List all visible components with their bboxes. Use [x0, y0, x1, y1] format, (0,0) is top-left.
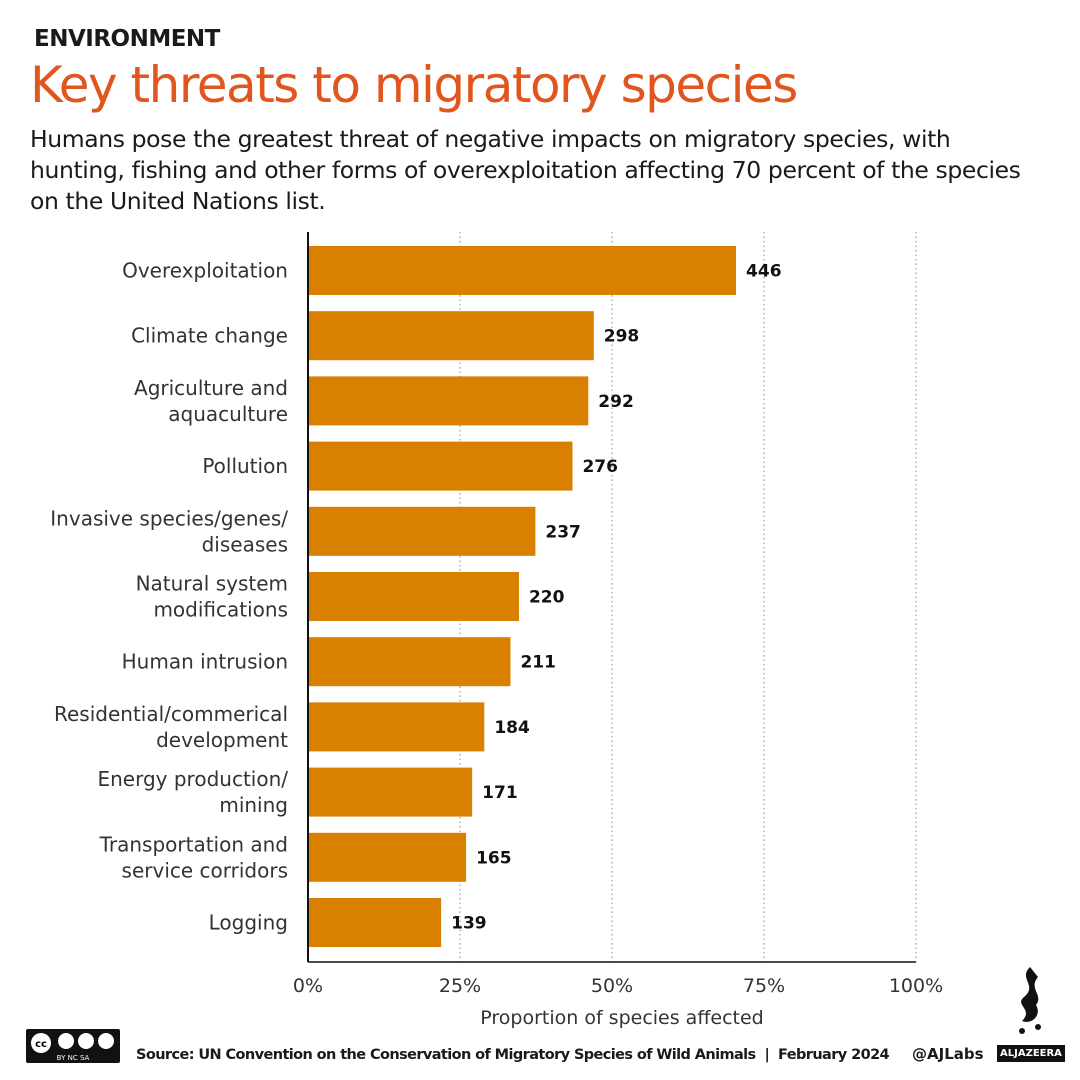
- chart-title: Key threats to migratory species: [30, 56, 798, 114]
- bar: [308, 637, 511, 687]
- bar: [308, 832, 467, 882]
- data-label: 165: [476, 848, 512, 868]
- x-axis-title: Proportion of species affected: [480, 1007, 764, 1029]
- category-label: Residential/commerical development: [54, 702, 288, 752]
- bar: [308, 311, 594, 361]
- category-label: Invasive species/genes/diseases: [50, 506, 288, 556]
- data-label: 171: [482, 783, 518, 803]
- bar-chart: 0% 25% 50% 75% 100% 446 Overexploitation 298 Cli…: [50, 232, 943, 1029]
- svg-text:cc: cc: [35, 1039, 47, 1050]
- svg-text:BY NC SA: BY NC SA: [57, 1054, 90, 1062]
- kicker: ENVIRONMENT: [34, 26, 220, 52]
- category-label: Pollution: [202, 454, 288, 478]
- x-tick-label: 75%: [743, 975, 785, 997]
- data-label: 139: [451, 914, 487, 934]
- source-note: Source: UN Convention on the Conservatio…: [136, 1047, 890, 1063]
- x-tick-label: 0%: [293, 975, 323, 997]
- x-tick-label: 25%: [439, 975, 481, 997]
- bar: [308, 702, 485, 752]
- data-label: 184: [494, 718, 530, 738]
- bar: [308, 898, 442, 947]
- data-label: 298: [604, 327, 640, 347]
- data-label: 220: [529, 588, 565, 608]
- category-label: Agriculture and aquaculture: [134, 376, 288, 426]
- aljazeera-logo-icon: [1019, 967, 1041, 1034]
- category-label: Energy production/mining: [97, 767, 288, 817]
- data-label: 211: [520, 653, 556, 673]
- data-label: 446: [746, 262, 782, 282]
- category-label: Climate change: [131, 324, 288, 348]
- category-label: Natural system modifications: [136, 572, 288, 622]
- chart-subtitle: Humans pose the greatest threat of negat…: [30, 125, 1021, 215]
- bar: [308, 441, 573, 491]
- aj-labs-handle: @AJLabs: [912, 1045, 984, 1063]
- creative-commons-badge: cc BY NC SA: [26, 1029, 120, 1063]
- x-tick-label: 100%: [889, 975, 943, 997]
- category-label: Overexploitation: [122, 259, 288, 283]
- bar: [308, 506, 536, 556]
- bar: [308, 767, 473, 817]
- data-label: 276: [582, 457, 618, 477]
- x-tick-label: 50%: [591, 975, 633, 997]
- bar: [308, 246, 737, 295]
- data-label: 237: [545, 522, 581, 542]
- bar: [308, 376, 589, 426]
- aljazeera-wordmark: ALJAZEERA: [997, 1045, 1065, 1062]
- bar: [308, 572, 519, 621]
- data-label: 292: [598, 392, 634, 412]
- category-label: Transportation and service corridors: [99, 832, 288, 882]
- category-label: Logging: [209, 911, 288, 935]
- category-label: Human intrusion: [122, 650, 288, 674]
